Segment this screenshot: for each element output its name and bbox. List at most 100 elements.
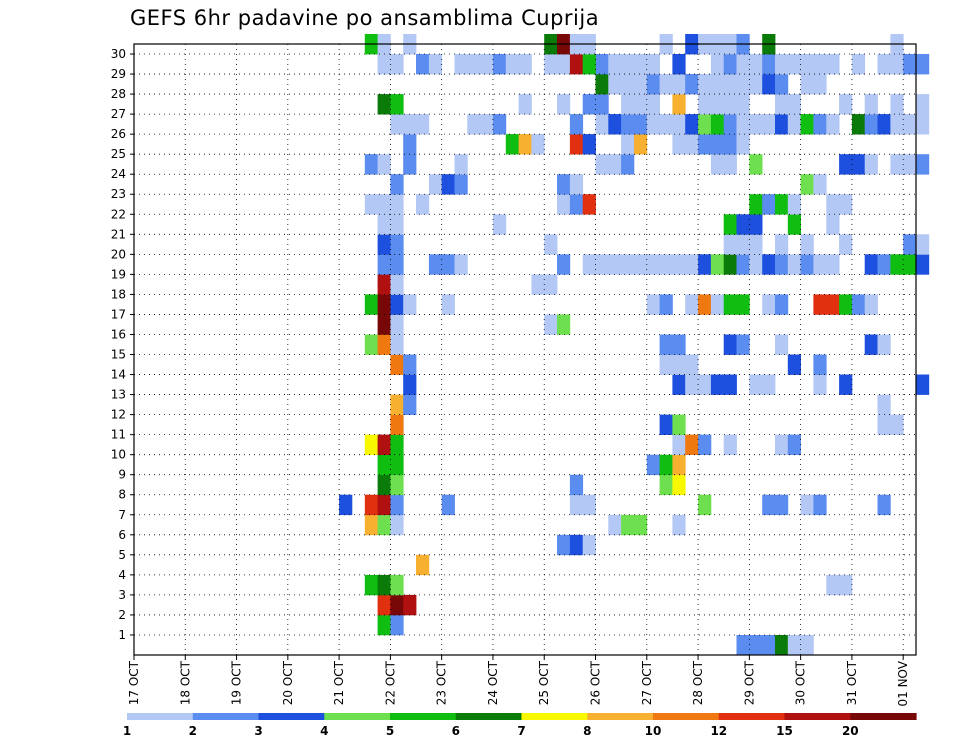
heatmap-cell <box>698 254 712 275</box>
heatmap-cell <box>710 254 725 275</box>
heatmap-cell <box>723 94 737 115</box>
heatmap-cell <box>813 254 827 275</box>
heatmap-cell <box>595 254 609 275</box>
heatmap-cell <box>839 94 853 115</box>
heatmap-cell <box>710 294 725 315</box>
heatmap-cell <box>454 254 468 275</box>
x-tick-label: 31 OCT <box>845 660 859 705</box>
heatmap-cell <box>390 574 404 596</box>
heatmap-cell <box>608 74 622 95</box>
heatmap-cell <box>416 194 430 215</box>
heatmap-cell <box>800 114 814 135</box>
heatmap-cell <box>736 294 750 315</box>
colorbar-swatch <box>718 713 786 720</box>
y-tick-label: 26 <box>111 127 126 141</box>
y-tick-label: 17 <box>111 307 126 321</box>
heatmap-cell <box>582 194 596 215</box>
heatmap-cell <box>390 274 404 295</box>
heatmap-cell <box>813 494 827 516</box>
heatmap-cell <box>659 74 673 95</box>
heatmap-cell <box>800 494 814 516</box>
y-tick-label: 24 <box>111 167 126 181</box>
heatmap-cell <box>877 254 891 275</box>
heatmap-cell <box>557 194 571 215</box>
heatmap-cell <box>390 294 404 315</box>
heatmap-cell <box>775 334 789 355</box>
heatmap-cell <box>390 494 404 516</box>
heatmap-cell <box>916 114 930 135</box>
heatmap-cell <box>377 474 391 496</box>
x-tick-label: 24 OCT <box>486 660 500 705</box>
heatmap-cell <box>787 54 801 75</box>
x-tick-label: 26 OCT <box>589 660 603 705</box>
heatmap-cell <box>890 94 904 115</box>
heatmap-cell <box>877 54 891 75</box>
heatmap-cell <box>762 114 776 135</box>
heatmap-cell <box>646 454 660 476</box>
heatmap-cell <box>698 434 712 455</box>
heatmap-cell <box>813 54 827 75</box>
chart-title: GEFS 6hr padavine po ansamblima Cuprija <box>130 6 600 30</box>
heatmap-cell <box>775 635 789 656</box>
heatmap-cell <box>377 314 391 335</box>
heatmap-cell <box>787 354 801 375</box>
heatmap-cell <box>544 314 558 335</box>
y-tick-label: 22 <box>111 207 126 221</box>
heatmap-cell <box>890 254 904 275</box>
heatmap-cell <box>864 254 878 275</box>
heatmap-cell <box>723 54 737 75</box>
colorbar-swatch <box>324 713 391 720</box>
heatmap-cell <box>723 254 737 275</box>
colorbar-swatch <box>784 713 851 720</box>
heatmap-cell <box>813 374 827 395</box>
heatmap-cell <box>723 74 737 95</box>
heatmap-cell <box>710 114 725 135</box>
heatmap-cell <box>428 174 443 195</box>
heatmap-cell <box>569 134 584 155</box>
heatmap-cell <box>377 94 391 115</box>
heatmap-cell <box>659 294 673 315</box>
heatmap-cell <box>390 454 404 476</box>
heatmap-cell <box>826 574 840 596</box>
colorbar-swatch <box>521 713 588 720</box>
heatmap-cell <box>685 74 699 95</box>
heatmap-cell <box>531 134 545 155</box>
heatmap-cell <box>582 534 596 556</box>
heatmap-cell <box>736 74 750 95</box>
heatmap-cell <box>493 214 507 235</box>
heatmap-cell <box>364 494 378 516</box>
y-tick-label: 20 <box>111 247 126 261</box>
heatmap-cell <box>621 254 635 275</box>
heatmap-cell <box>646 294 660 315</box>
colorbar: 1 2 3 4 5 6 7 8 10 12 15 20 <box>123 713 917 738</box>
heatmap-cell <box>710 154 725 175</box>
heatmap-cell <box>608 154 622 175</box>
heatmap-cell <box>826 114 840 135</box>
heatmap-cell <box>544 54 558 75</box>
heatmap-cell <box>749 234 763 255</box>
heatmap-cell <box>544 234 558 255</box>
y-tick-label: 7 <box>118 508 126 522</box>
heatmap-cell <box>864 94 878 115</box>
heatmap-cell <box>646 74 660 95</box>
y-tick-label: 28 <box>111 87 126 101</box>
heatmap-cell <box>685 374 699 395</box>
heatmap-cell <box>787 635 801 656</box>
heatmap-cell <box>800 635 814 656</box>
gridlines <box>133 44 916 655</box>
heatmap-cell <box>390 354 404 375</box>
heatmap-cell <box>736 234 750 255</box>
heatmap-cell <box>364 334 378 355</box>
heatmap-cell <box>800 174 814 195</box>
heatmap-cell <box>659 454 673 476</box>
heatmap-cell <box>377 214 391 235</box>
heatmap-cell <box>364 154 378 175</box>
heatmap-cell <box>685 434 699 455</box>
colorbar-label: 6 <box>452 724 460 738</box>
x-tick-label: 29 OCT <box>742 660 756 705</box>
heatmap-cell <box>390 194 404 215</box>
heatmap-cell <box>813 354 827 375</box>
colorbar-label: 3 <box>254 724 262 738</box>
heatmap-cell <box>698 94 712 115</box>
heatmap-cell <box>428 54 443 75</box>
